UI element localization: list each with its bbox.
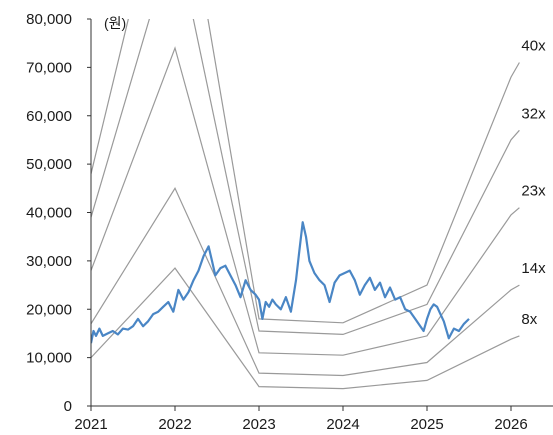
- band-line-23x: [91, 46, 520, 356]
- x-tick-label: 2025: [410, 416, 443, 433]
- y-tick-label: 30,000: [26, 253, 72, 270]
- band-label-32x: 32x: [521, 105, 546, 122]
- unit-label: (원): [104, 15, 126, 31]
- x-tick-label: 2022: [158, 416, 191, 433]
- price-series: [91, 221, 470, 344]
- band-labels: 40x 32x 23x 14x 8x: [521, 38, 546, 328]
- y-tick-label: 40,000: [26, 205, 72, 222]
- x-axis-ticks: 2021 2022 2023 2024 2025 2026: [74, 406, 528, 433]
- x-tick-label: 2024: [326, 416, 359, 433]
- price-line: [91, 221, 470, 344]
- y-tick-label: 20,000: [26, 301, 72, 318]
- y-tick-label: 10,000: [26, 350, 72, 367]
- band-line-40x: [91, 19, 520, 324]
- y-tick-label: 80,000: [26, 11, 72, 28]
- band-line-14x: [91, 187, 520, 377]
- x-tick-label: 2023: [242, 416, 275, 433]
- band-lines: [91, 19, 520, 390]
- y-tick-label: 50,000: [26, 156, 72, 173]
- band-line-8x: [91, 267, 520, 390]
- y-axis-ticks: 0 10,000 20,000 30,000 40,000 50,000 60,000 70,…: [26, 11, 91, 415]
- y-tick-label: 0: [64, 398, 72, 415]
- x-tick-label: 2026: [494, 416, 527, 433]
- band-label-8x: 8x: [521, 311, 537, 328]
- band-label-40x: 40x: [521, 38, 546, 55]
- band-line-32x: [91, 19, 520, 336]
- band-label-23x: 23x: [521, 183, 546, 200]
- y-tick-label: 60,000: [26, 108, 72, 125]
- band-label-14x: 14x: [521, 260, 546, 277]
- y-tick-label: 70,000: [26, 59, 72, 76]
- x-tick-label: 2021: [74, 416, 107, 433]
